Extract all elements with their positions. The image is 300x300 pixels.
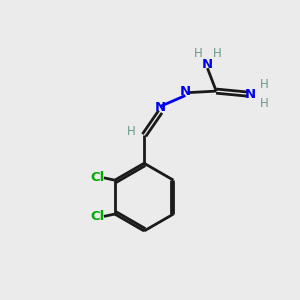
Text: H: H: [260, 78, 268, 91]
Text: N: N: [155, 101, 166, 114]
Text: Cl: Cl: [90, 210, 104, 223]
Text: H: H: [260, 97, 268, 110]
Text: Cl: Cl: [90, 171, 104, 184]
Text: H: H: [212, 47, 221, 60]
Text: N: N: [180, 85, 191, 98]
Text: N: N: [202, 58, 213, 71]
Text: H: H: [128, 125, 136, 138]
Text: H: H: [194, 47, 202, 60]
Text: N: N: [245, 88, 256, 100]
